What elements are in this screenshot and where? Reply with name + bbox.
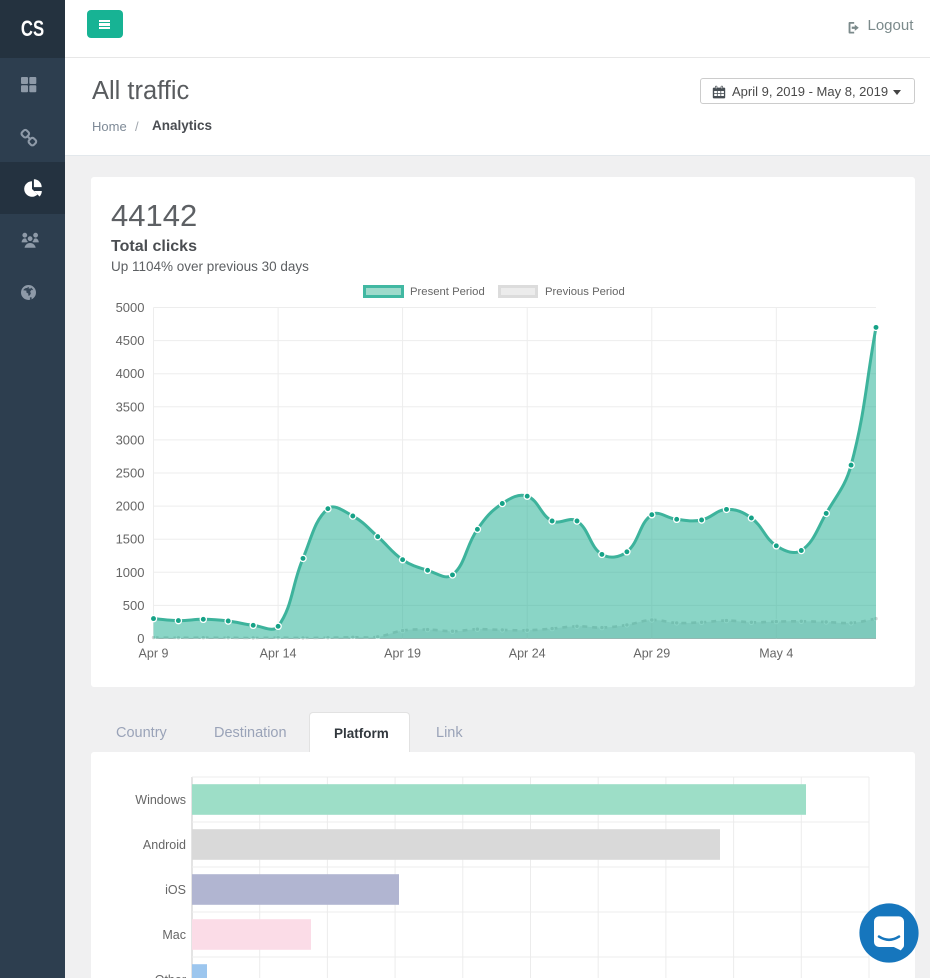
svg-text:2000: 2000 bbox=[116, 499, 145, 514]
svg-text:1000: 1000 bbox=[116, 565, 145, 580]
svg-text:Apr 9: Apr 9 bbox=[139, 647, 169, 661]
svg-text:2500: 2500 bbox=[116, 466, 145, 481]
svg-text:4500: 4500 bbox=[116, 333, 145, 348]
svg-text:iOS: iOS bbox=[165, 883, 186, 897]
svg-text:Other: Other bbox=[155, 973, 186, 978]
svg-text:Apr 24: Apr 24 bbox=[509, 647, 546, 661]
svg-text:Apr 19: Apr 19 bbox=[384, 647, 421, 661]
svg-text:Mac: Mac bbox=[162, 928, 186, 942]
svg-text:1500: 1500 bbox=[116, 532, 145, 547]
svg-text:0: 0 bbox=[137, 631, 144, 646]
svg-text:3000: 3000 bbox=[116, 432, 145, 447]
svg-text:Apr 29: Apr 29 bbox=[633, 647, 670, 661]
svg-text:5000: 5000 bbox=[116, 300, 145, 315]
svg-text:Apr 14: Apr 14 bbox=[260, 647, 297, 661]
svg-text:500: 500 bbox=[123, 598, 145, 613]
svg-text:May 4: May 4 bbox=[759, 647, 793, 661]
svg-text:4000: 4000 bbox=[116, 366, 145, 381]
svg-text:Windows: Windows bbox=[135, 793, 186, 807]
svg-text:3500: 3500 bbox=[116, 399, 145, 414]
svg-text:Android: Android bbox=[143, 838, 186, 852]
